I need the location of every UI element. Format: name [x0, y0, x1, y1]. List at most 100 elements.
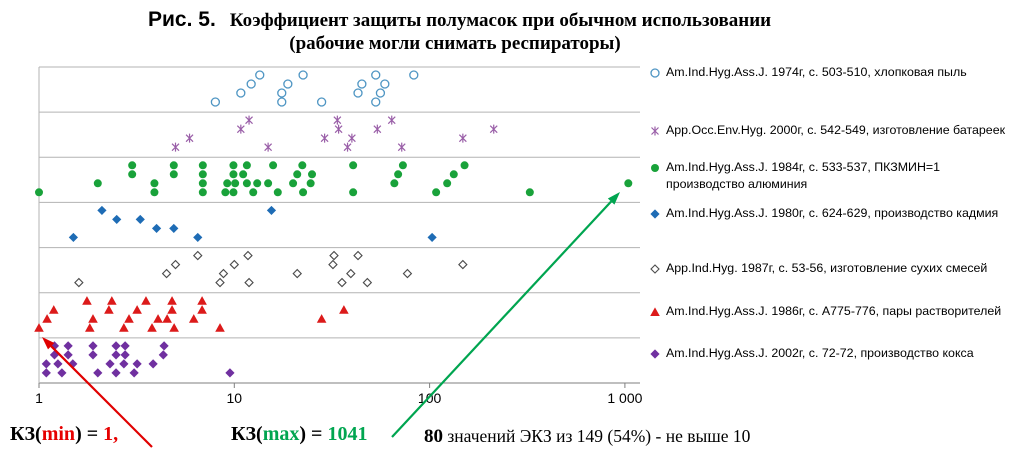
- data-point-circle-icon: [35, 188, 43, 197]
- data-point-star-icon: [236, 124, 245, 134]
- data-point-star-icon: [245, 115, 253, 125]
- data-point-diamond-icon: [135, 214, 145, 225]
- data-point-circle-icon: [390, 179, 399, 188]
- data-point-circle-open-icon: [375, 88, 386, 98]
- data-point-diamond-icon: [120, 341, 130, 351]
- data-point-diamond-icon: [193, 232, 203, 243]
- data-point-circle-open-icon: [210, 97, 221, 107]
- data-point-triangle-icon: [162, 314, 172, 323]
- data-point-star-icon: [343, 142, 352, 152]
- data-point-diamond-open-icon: [161, 268, 172, 279]
- data-point-circle-open-icon: [277, 88, 287, 98]
- legend-item: App.Occ.Env.Hyg. 2000г, с. 542-549, изго…: [648, 122, 1005, 139]
- data-point-diamond-icon: [111, 350, 121, 360]
- figure-number: Рис. 5: [148, 8, 210, 31]
- legend-label: Am.Ind.Hyg.Ass.J. 1980г, с. 624-629, про…: [666, 206, 999, 220]
- data-point-diamond-icon: [88, 350, 98, 360]
- data-point-circle-icon: [253, 179, 262, 188]
- figure-subtitle: (рабочие могли снимать респираторы): [289, 33, 621, 54]
- kz-min-post: ) =: [75, 423, 104, 445]
- data-point-circle-icon: [128, 170, 137, 179]
- data-point-star-icon: [387, 115, 396, 125]
- data-point-diamond-open-icon: [74, 277, 84, 288]
- data-point-diamond-open-icon: [402, 268, 413, 279]
- legend-label: Am.Ind.Hyg.Ass.J. 1974г, с. 503-510, хло…: [666, 65, 967, 79]
- data-point-star-icon: [489, 124, 498, 134]
- data-point-diamond-open-icon: [346, 268, 356, 279]
- data-point-circle-open-icon: [409, 70, 419, 80]
- data-point-circle-icon: [231, 179, 240, 188]
- data-point-circle-icon: [150, 188, 159, 197]
- data-point-diamond-open-icon: [328, 259, 338, 270]
- data-point-triangle-icon: [147, 323, 157, 332]
- kz-max-pre: КЗ(: [231, 423, 263, 445]
- data-point-triangle-icon: [169, 323, 179, 332]
- data-point-diamond-open-icon: [244, 277, 254, 288]
- data-point-diamond-icon: [427, 232, 437, 243]
- data-point-diamond-open-icon: [337, 277, 347, 288]
- data-point-diamond-icon: [63, 341, 73, 351]
- legend-marker-icon: [650, 264, 660, 274]
- data-point-triangle-icon: [316, 314, 327, 323]
- data-point-diamond-icon: [68, 232, 78, 243]
- data-point-circle-open-icon: [650, 68, 660, 78]
- data-point-circle-icon: [198, 188, 207, 197]
- data-point-diamond-open-icon: [229, 259, 240, 270]
- data-point-diamond-open-icon: [458, 259, 468, 270]
- data-point-diamond-icon: [112, 214, 122, 225]
- data-point-star-icon: [320, 133, 329, 143]
- data-point-diamond-open-icon: [218, 268, 229, 279]
- stat-annotation: 80 значений ЭКЗ из 149 (54%) - не выше 1…: [424, 426, 750, 448]
- data-point-circle-icon: [198, 170, 207, 179]
- x-tick-label: 10: [227, 390, 243, 406]
- legend-marker-icon: [651, 164, 659, 172]
- data-point-diamond-icon: [57, 368, 67, 378]
- data-point-star-icon: [185, 133, 194, 143]
- data-point-circle-icon: [249, 188, 258, 197]
- legend-marker-icon: [650, 209, 660, 219]
- data-point-diamond-icon: [105, 359, 115, 369]
- data-point-circle-icon: [525, 188, 534, 197]
- data-point-triangle-icon: [119, 323, 129, 332]
- data-point-circle-icon: [242, 161, 251, 170]
- legend-item: Am.Ind.Hyg.Ass.J. 2002г, с. 72-72, произ…: [648, 345, 974, 362]
- data-point-diamond-icon: [111, 341, 121, 351]
- data-point-circle-icon: [651, 164, 659, 172]
- data-point-circle-icon: [449, 170, 458, 179]
- data-point-diamond-icon: [88, 341, 98, 351]
- data-point-circle-icon: [221, 188, 230, 197]
- data-point-diamond-icon: [650, 349, 660, 359]
- data-point-diamond-icon: [97, 205, 107, 216]
- data-point-triangle-icon: [42, 314, 52, 323]
- data-point-star-icon: [373, 124, 382, 134]
- data-point-triangle-icon: [34, 323, 44, 332]
- kz-max-word: max: [262, 423, 300, 445]
- data-point-circle-icon: [349, 188, 358, 197]
- data-point-diamond-open-icon: [329, 250, 339, 261]
- chart-legend: Am.Ind.Hyg.Ass.J. 1974г, с. 503-510, хло…: [648, 0, 1024, 400]
- data-point-triangle-icon: [84, 323, 95, 332]
- data-point-star-icon: [397, 142, 406, 152]
- data-point-circle-icon: [624, 179, 633, 188]
- data-point-diamond-icon: [132, 359, 142, 369]
- data-point-triangle-icon: [107, 296, 117, 305]
- max-arrow: [391, 200, 612, 438]
- data-point-circle-icon: [460, 161, 469, 170]
- legend-marker-icon: [650, 349, 660, 359]
- data-point-triangle-icon: [153, 314, 163, 323]
- data-point-circle-icon: [239, 170, 248, 179]
- legend-marker-icon: [650, 68, 660, 78]
- data-point-diamond-icon: [120, 350, 130, 360]
- legend-item: Am.Ind.Hyg.Ass.J. 1986г, с. A775-776, па…: [648, 303, 1001, 320]
- data-point-circle-icon: [394, 170, 403, 179]
- figure-title-text: Коэффициент защиты полумасок при обычном…: [229, 10, 772, 31]
- figure-title: Рис. 5. Коэффициент защиты полумасок при …: [148, 8, 771, 32]
- data-point-triangle-icon: [197, 296, 207, 305]
- x-tick-label: 100: [418, 390, 442, 406]
- data-point-diamond-icon: [158, 350, 168, 360]
- data-point-diamond-icon: [49, 350, 60, 360]
- kz-min-word: min: [41, 423, 76, 445]
- data-point-circle-open-icon: [255, 70, 265, 80]
- data-point-circle-icon: [169, 170, 178, 179]
- data-point-circle-icon: [349, 161, 358, 170]
